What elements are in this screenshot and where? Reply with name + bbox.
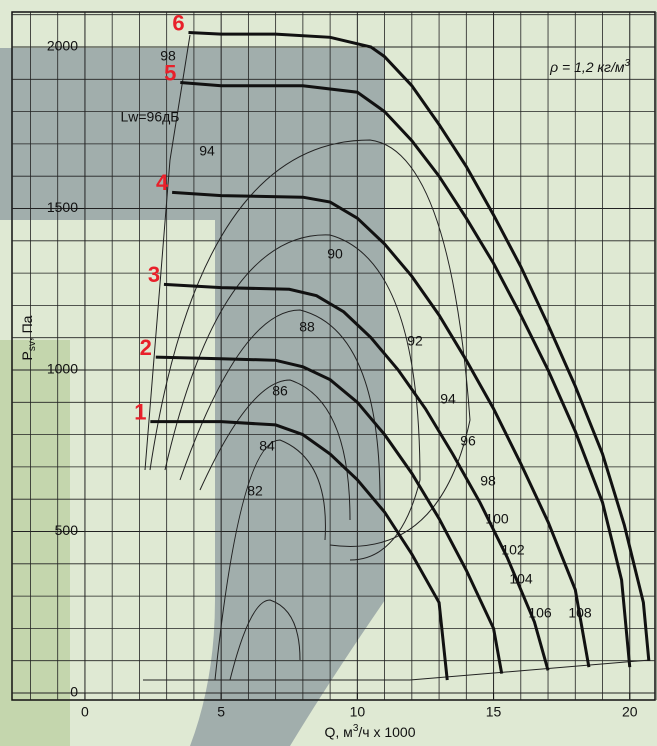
contour-label: 104 [509,571,533,587]
contour-label: 88 [299,319,315,335]
contour [214,439,326,681]
contour [229,599,301,681]
contour [143,659,651,681]
contour-label: 82 [247,483,263,499]
contour-label: 92 [407,333,423,349]
curve-label: 2 [140,335,152,360]
y-tick-label: 2000 [47,38,78,54]
y-tick-label: 500 [55,522,79,538]
y-tick-label: 0 [70,684,78,700]
contour-label: 106 [528,605,552,621]
contour-label: 100 [485,511,509,527]
y-axis-title: Psv, Па [19,315,38,360]
contour-label: 108 [568,605,592,621]
pressure-curve [172,190,591,668]
pressure-curve [155,355,504,674]
pressure-curve [180,81,632,668]
x-tick-label: 0 [81,704,89,720]
curve-label: 3 [148,262,160,287]
x-tick-label: 15 [486,704,502,720]
x-tick-label: 5 [217,704,225,720]
contour [179,309,381,501]
x-title-sup: 3 [353,723,359,734]
contour-label: 86 [272,383,288,399]
y-title-main: P [19,351,35,360]
curve-label: 4 [156,170,169,195]
contour [164,234,421,561]
y-tick-label: 1000 [47,361,78,377]
density-main: ρ = 1,2 кг/м [549,59,625,75]
gray-band [190,220,385,746]
contour-label: 84 [259,438,275,454]
green-band [0,340,70,746]
contour-label: 98 [160,48,176,64]
x-title-rest: /ч x 1000 [358,724,415,740]
x-title-main: Q, м [325,724,353,740]
x-tick-label: 10 [350,704,366,720]
contour-label: 94 [199,143,215,159]
gray-band [0,48,385,220]
contour-label: Lw=96дБ [120,109,179,125]
x-axis-title: Q, м3/ч x 1000 [325,723,416,740]
y-title-sub: sv [27,341,38,351]
pressure-curve [188,30,651,661]
y-title-rest: , Па [19,315,35,341]
curve-label: 1 [134,399,146,424]
density-sup: 3 [624,58,630,69]
contour-label: 94 [440,391,456,407]
x-tick-label: 20 [622,704,638,720]
contour-label: 98 [480,473,496,489]
curve-label: 6 [172,10,184,35]
contour-label: 90 [327,246,343,262]
contour-label: 102 [501,542,525,558]
contour-label: 96 [460,433,476,449]
curve-label: 5 [164,60,176,85]
contour [199,379,351,521]
pressure-curve [150,420,449,681]
y-tick-label: 1500 [47,199,78,215]
plot-frame [11,11,656,701]
contour [144,34,191,471]
grid [12,12,657,700]
pressure-curve [163,282,550,671]
density-note: ρ = 1,2 кг/м3 [549,58,630,75]
